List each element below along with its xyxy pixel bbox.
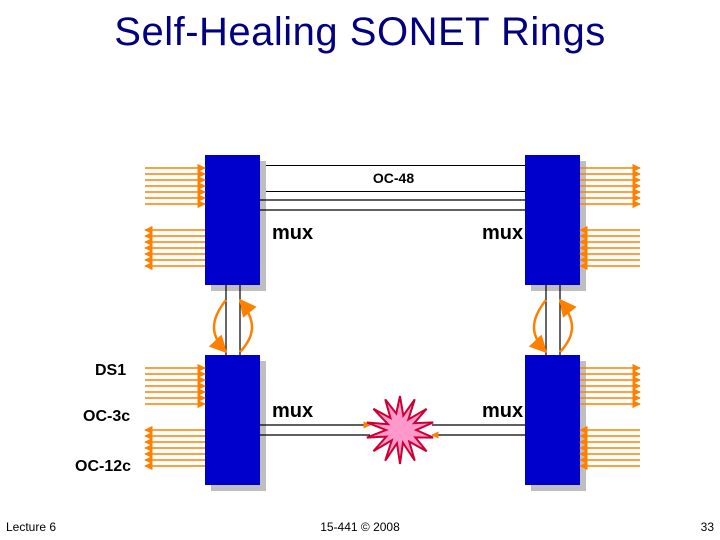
footer-right: 33 xyxy=(701,520,714,534)
mux-tr xyxy=(525,155,580,285)
mux-bl-label: mux xyxy=(272,400,313,423)
mux-tl xyxy=(205,155,260,285)
label-ds1: DS1 xyxy=(95,362,126,380)
label-oc3c: OC-3c xyxy=(83,408,130,426)
mux-bl xyxy=(205,355,260,485)
footer-center: 15-441 © 2008 xyxy=(0,520,720,534)
label-oc12c: OC-12c xyxy=(75,458,131,476)
mux-br xyxy=(525,355,580,485)
mux-br-label: mux xyxy=(482,400,523,423)
mux-tl-label: mux xyxy=(272,222,313,245)
oc48-label-box: OC-48 xyxy=(260,165,527,192)
oc48-label: OC-48 xyxy=(373,170,414,186)
mux-tr-label: mux xyxy=(482,222,523,245)
slide-title: Self-Healing SONET Rings xyxy=(0,10,720,55)
slide: Self-Healing SONET Rings OC-48 mux mux m… xyxy=(0,0,720,540)
